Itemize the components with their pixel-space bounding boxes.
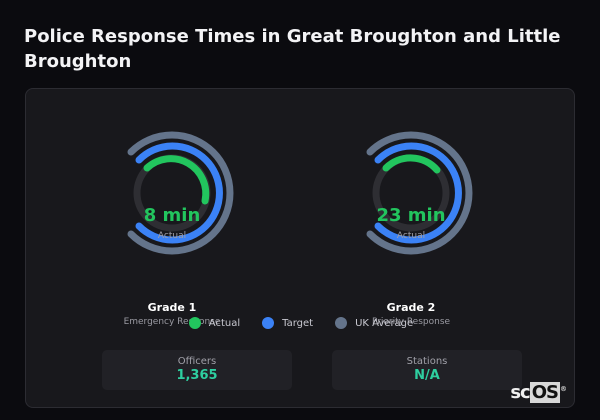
stat-value: 1,365 [176,368,218,383]
radial-gauge-icon [366,131,473,255]
logo-prefix: sc [510,382,530,403]
legend-item-actual: Actual [188,317,241,329]
uk-average-dot-icon [335,317,348,329]
gauge-value-label: Actual [157,231,187,241]
legend-item-uk-average: UK Average [335,317,413,329]
page-title: Police Response Times in Great Broughton… [24,26,561,72]
legend-label: Actual [208,317,241,329]
stat-officers: Officers 1,365 [102,350,292,390]
stat-label: Stations [406,356,448,367]
registered-mark: ® [560,385,567,393]
stat-label: Officers [177,356,217,367]
radial-gauge-icon [127,131,234,255]
logo-highlight: OS [529,382,560,403]
scos-logo: sc OS ® [510,382,567,403]
gauge-name: Grade 2 [386,301,436,314]
actual-dot-icon [188,317,201,329]
legend: Actual Target UK Average [26,317,576,329]
legend-label: Target [282,317,314,329]
target-dot-icon [262,317,275,329]
gauge-name: Grade 1 [147,301,197,314]
legend-label: UK Average [355,317,414,329]
gauge-grade-1: 8 min Actual Grade 1 Emergency Response [102,121,242,327]
gauge-value: 23 min [376,205,446,226]
gauge-description: Emergency Response [123,317,221,327]
gauge-value-label: Actual [396,231,426,241]
legend-item-target: Target [262,317,313,329]
gauge-value: 8 min [143,205,201,226]
stat-stations: Stations N/A [332,350,522,390]
response-times-card: 8 min Actual Grade 1 Emergency Response … [25,88,575,408]
gauge-description: Priority Response [371,317,451,327]
stat-value: N/A [414,368,440,383]
gauge-grade-2: 23 min Actual Grade 2 Priority Response [341,121,481,327]
